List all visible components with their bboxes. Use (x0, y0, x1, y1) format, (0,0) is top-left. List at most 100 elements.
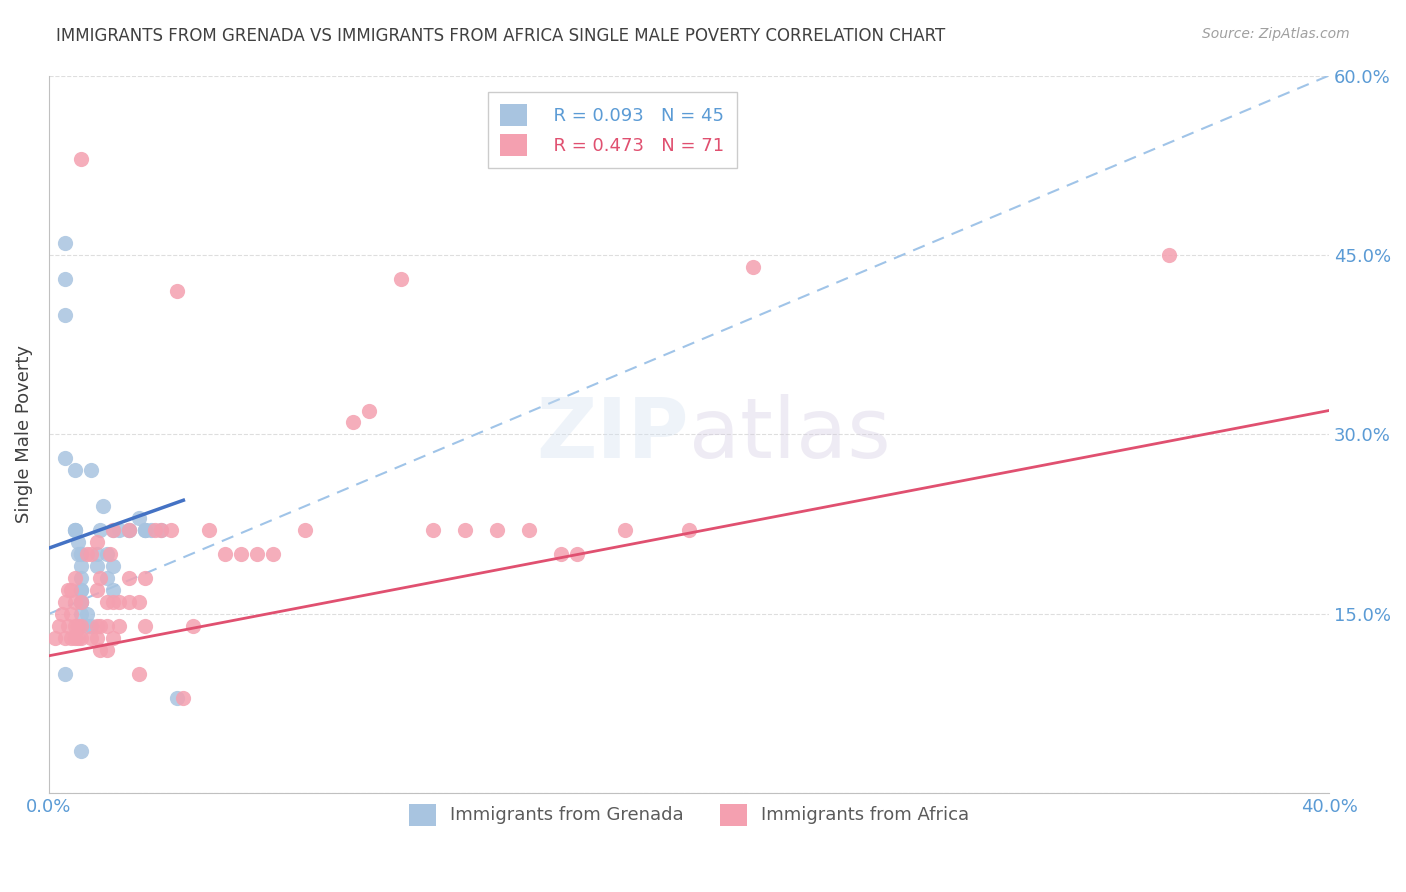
Point (63, 631, 86, 645)
Point (214, 547, 236, 561)
Point (166, 690, 188, 705)
Point (128, 666, 150, 681)
Point (89, 619, 111, 633)
Point (63, 619, 86, 633)
Point (101, 582, 124, 597)
Point (1157, 248, 1180, 262)
Point (63, 463, 86, 477)
Point (53, 631, 76, 645)
Point (53, 666, 76, 681)
Point (101, 631, 124, 645)
Text: ZIP: ZIP (537, 394, 689, 475)
Point (86, 559, 108, 574)
Point (98, 547, 121, 561)
Point (181, 619, 204, 633)
Point (96, 595, 118, 609)
Point (86, 535, 108, 549)
Point (79, 463, 101, 477)
Point (134, 523, 156, 537)
Text: Source: ZipAtlas.com: Source: ZipAtlas.com (1202, 27, 1350, 41)
Point (108, 619, 131, 633)
Point (53, 595, 76, 609)
Point (86, 547, 108, 561)
Point (294, 523, 316, 537)
Point (246, 547, 269, 561)
Point (70, 547, 93, 561)
Point (96, 642, 118, 657)
Text: atlas: atlas (689, 394, 891, 475)
Point (76, 607, 98, 621)
Point (70, 595, 93, 609)
Point (44, 631, 66, 645)
Point (101, 559, 124, 574)
Point (53, 451, 76, 466)
Point (60, 631, 83, 645)
Point (89, 523, 111, 537)
Point (70, 582, 93, 597)
Point (70, 582, 93, 597)
Point (422, 523, 444, 537)
Point (70, 595, 93, 609)
Point (118, 523, 141, 537)
Point (53, 272, 76, 286)
Point (159, 523, 181, 537)
Point (141, 523, 163, 537)
Point (79, 631, 101, 645)
Point (149, 523, 172, 537)
Point (262, 547, 284, 561)
Point (60, 607, 83, 621)
Point (86, 619, 108, 633)
Point (53, 308, 76, 322)
Point (128, 511, 150, 525)
Point (51, 607, 73, 621)
Point (96, 571, 118, 585)
Point (70, 595, 93, 609)
Point (118, 523, 141, 537)
Point (118, 571, 141, 585)
Point (70, 559, 93, 574)
Point (70, 595, 93, 609)
Point (678, 523, 700, 537)
Point (485, 523, 508, 537)
Point (53, 235, 76, 250)
Point (70, 607, 93, 621)
Point (63, 595, 86, 609)
Point (108, 523, 131, 537)
Point (60, 582, 83, 597)
Point (56, 582, 79, 597)
Point (86, 582, 108, 597)
Point (143, 523, 166, 537)
Point (134, 571, 156, 585)
Point (79, 619, 101, 633)
Point (66, 547, 89, 561)
Point (89, 642, 111, 657)
Point (166, 284, 188, 298)
Point (134, 523, 156, 537)
Y-axis label: Single Male Poverty: Single Male Poverty (15, 345, 32, 524)
Point (56, 619, 79, 633)
Point (76, 619, 98, 633)
Point (70, 571, 93, 585)
Point (229, 547, 252, 561)
Point (66, 619, 89, 633)
Point (565, 547, 588, 561)
Point (63, 523, 86, 537)
Point (76, 547, 98, 561)
Point (89, 571, 111, 585)
Point (342, 416, 364, 430)
Point (128, 595, 150, 609)
Point (108, 595, 131, 609)
Point (357, 403, 380, 417)
Text: IMMIGRANTS FROM GRENADA VS IMMIGRANTS FROM AFRICA SINGLE MALE POVERTY CORRELATIO: IMMIGRANTS FROM GRENADA VS IMMIGRANTS FR… (56, 27, 945, 45)
Point (70, 744, 93, 758)
Point (118, 523, 141, 537)
Point (86, 631, 108, 645)
Point (66, 631, 89, 645)
Point (172, 690, 194, 705)
Point (63, 523, 86, 537)
Point (70, 153, 93, 167)
Point (389, 272, 412, 286)
Point (454, 523, 477, 537)
Point (742, 260, 765, 274)
Point (149, 523, 172, 537)
